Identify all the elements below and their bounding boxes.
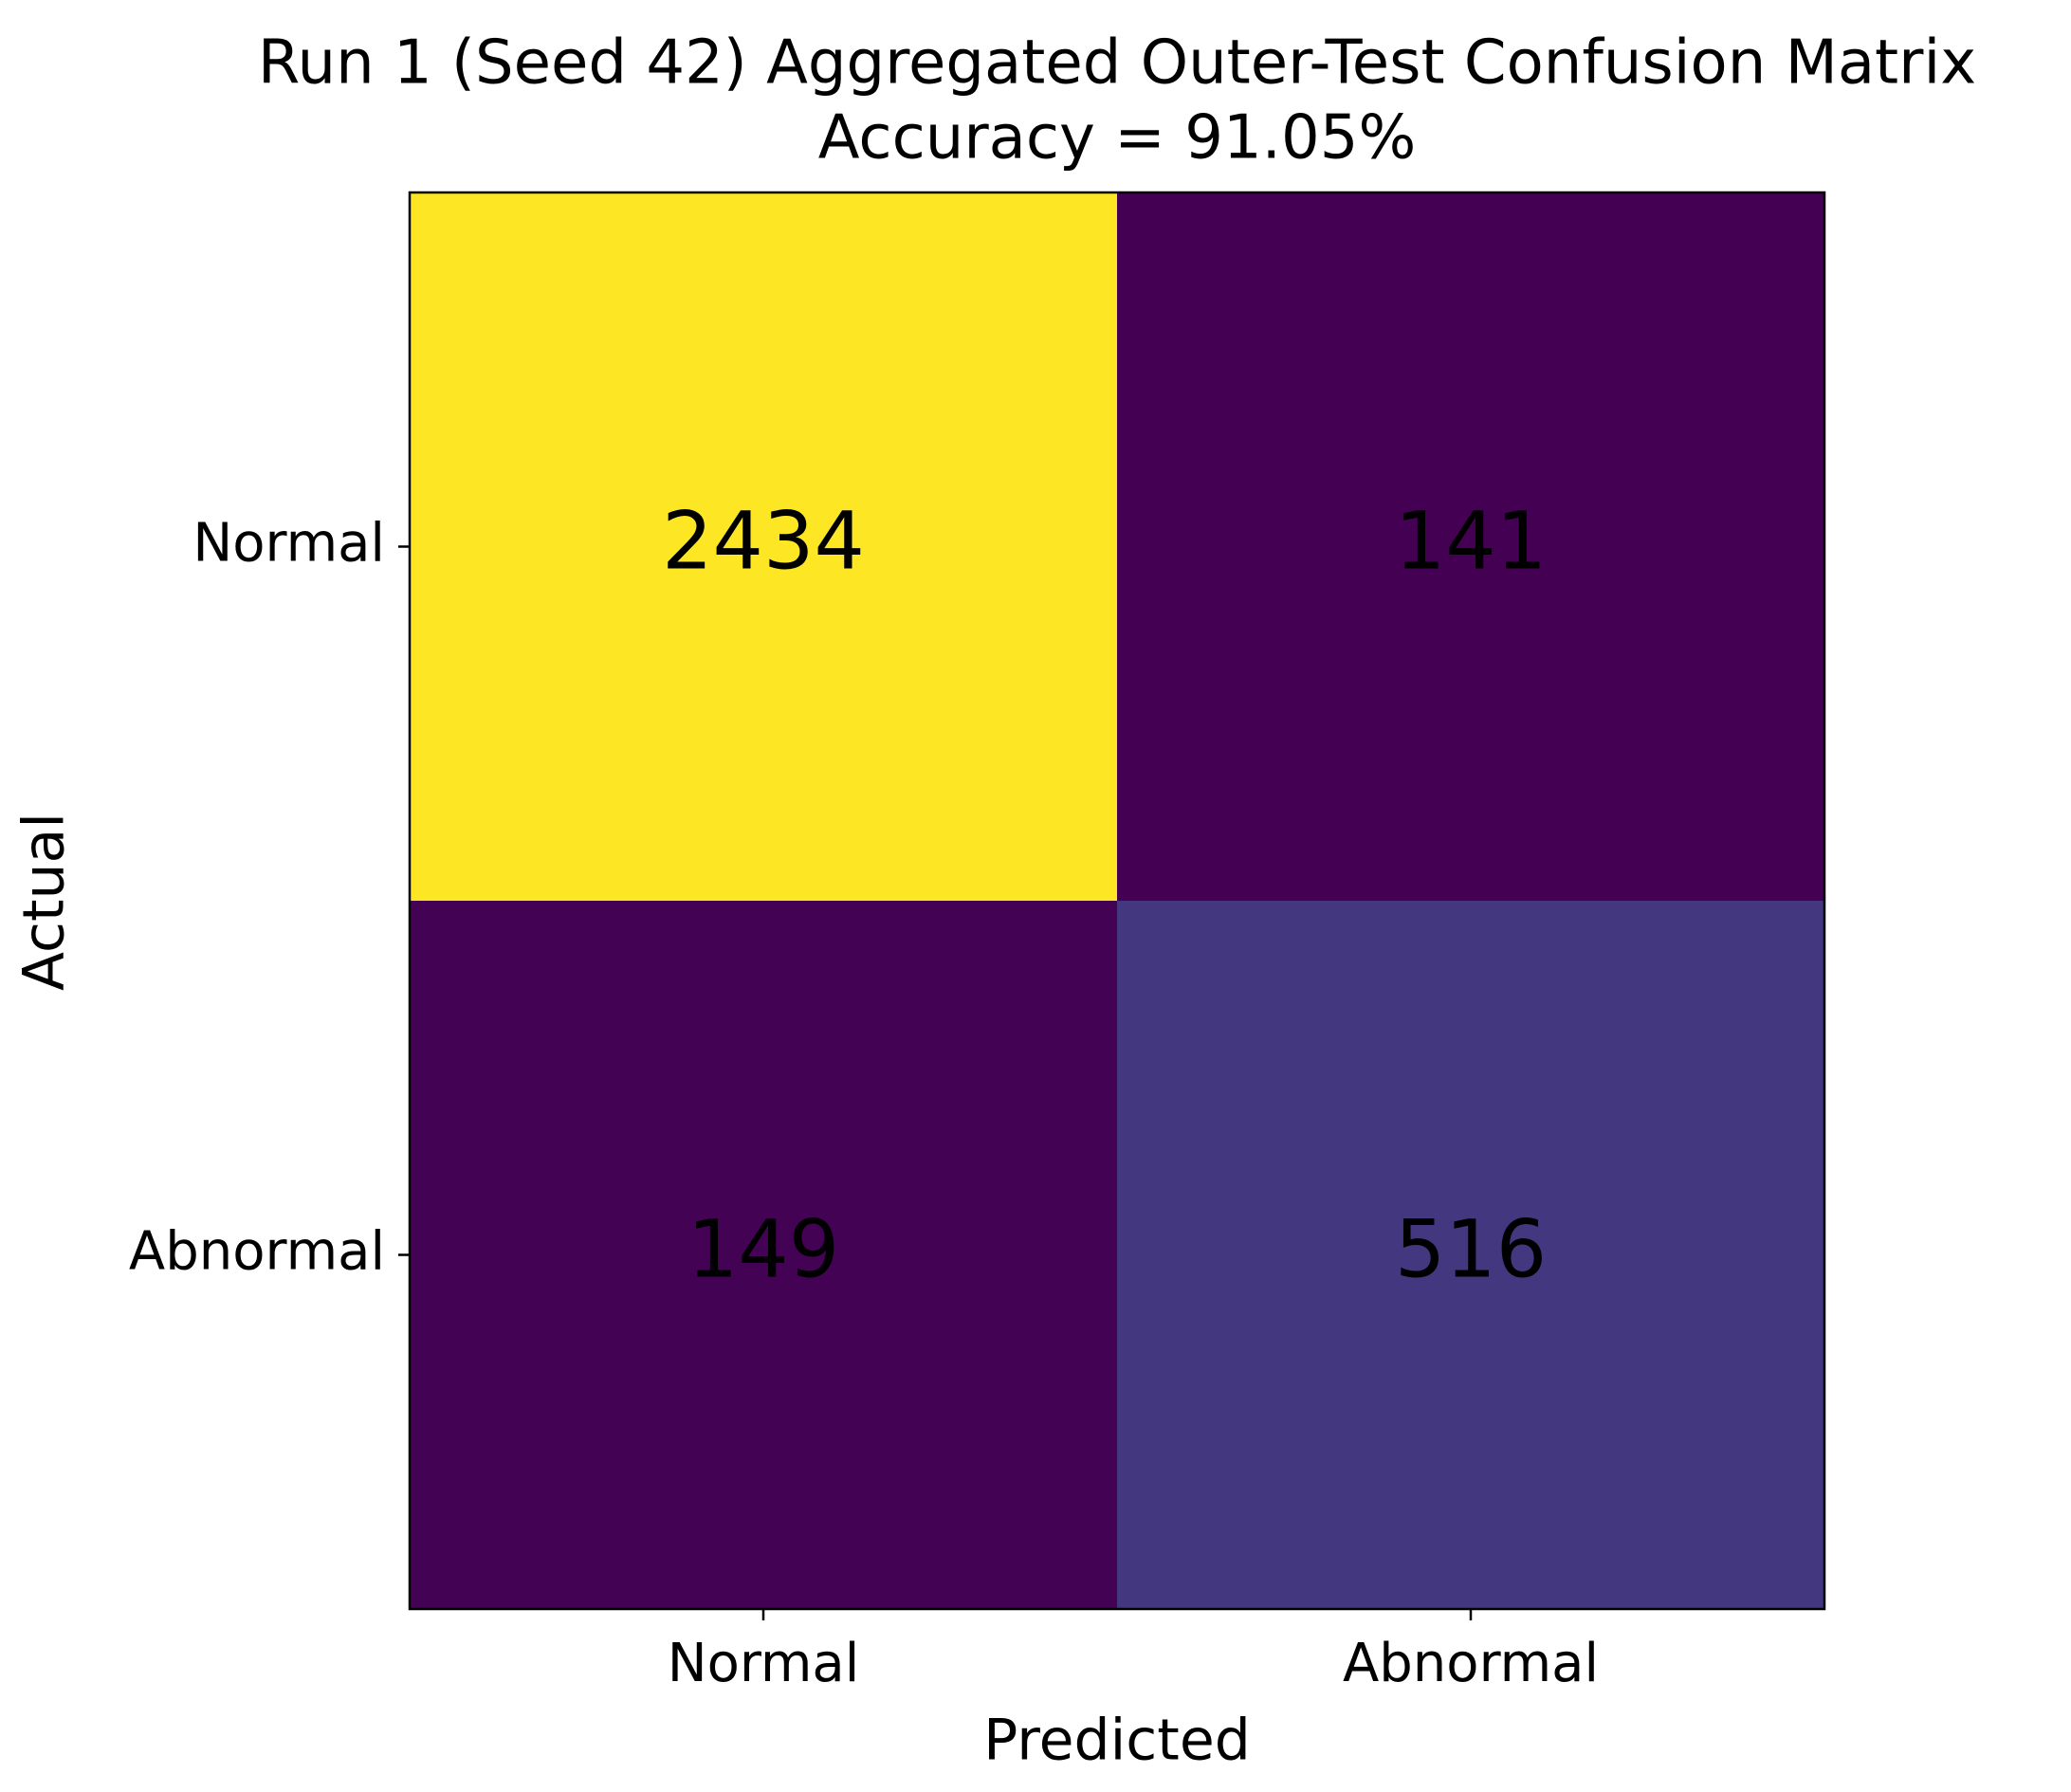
- cell-label: 2434: [662, 494, 865, 587]
- x-tick-label: Normal: [668, 1633, 860, 1694]
- chart-subtitle: Accuracy = 91.05%: [818, 103, 1417, 174]
- heatmap-cell: [1117, 192, 1825, 902]
- cell-label: 516: [1395, 1202, 1547, 1295]
- x-axis-label: Predicted: [983, 1708, 1251, 1774]
- cell-label: 149: [687, 1202, 839, 1295]
- chart-title: Run 1 (Seed 42) Aggregated Outer-Test Co…: [258, 28, 1976, 99]
- y-tick-label: Normal: [192, 513, 385, 575]
- y-tick-label: Abnormal: [129, 1221, 385, 1283]
- x-tick-label: Abnormal: [1343, 1633, 1599, 1694]
- heatmap-cell: [1117, 901, 1825, 1610]
- plot-frame: [408, 191, 1826, 1611]
- cell-label: 141: [1395, 494, 1547, 587]
- heatmap-cell: [410, 901, 1118, 1610]
- y-axis-label: Actual: [11, 813, 78, 991]
- heatmap-cell: [410, 192, 1118, 902]
